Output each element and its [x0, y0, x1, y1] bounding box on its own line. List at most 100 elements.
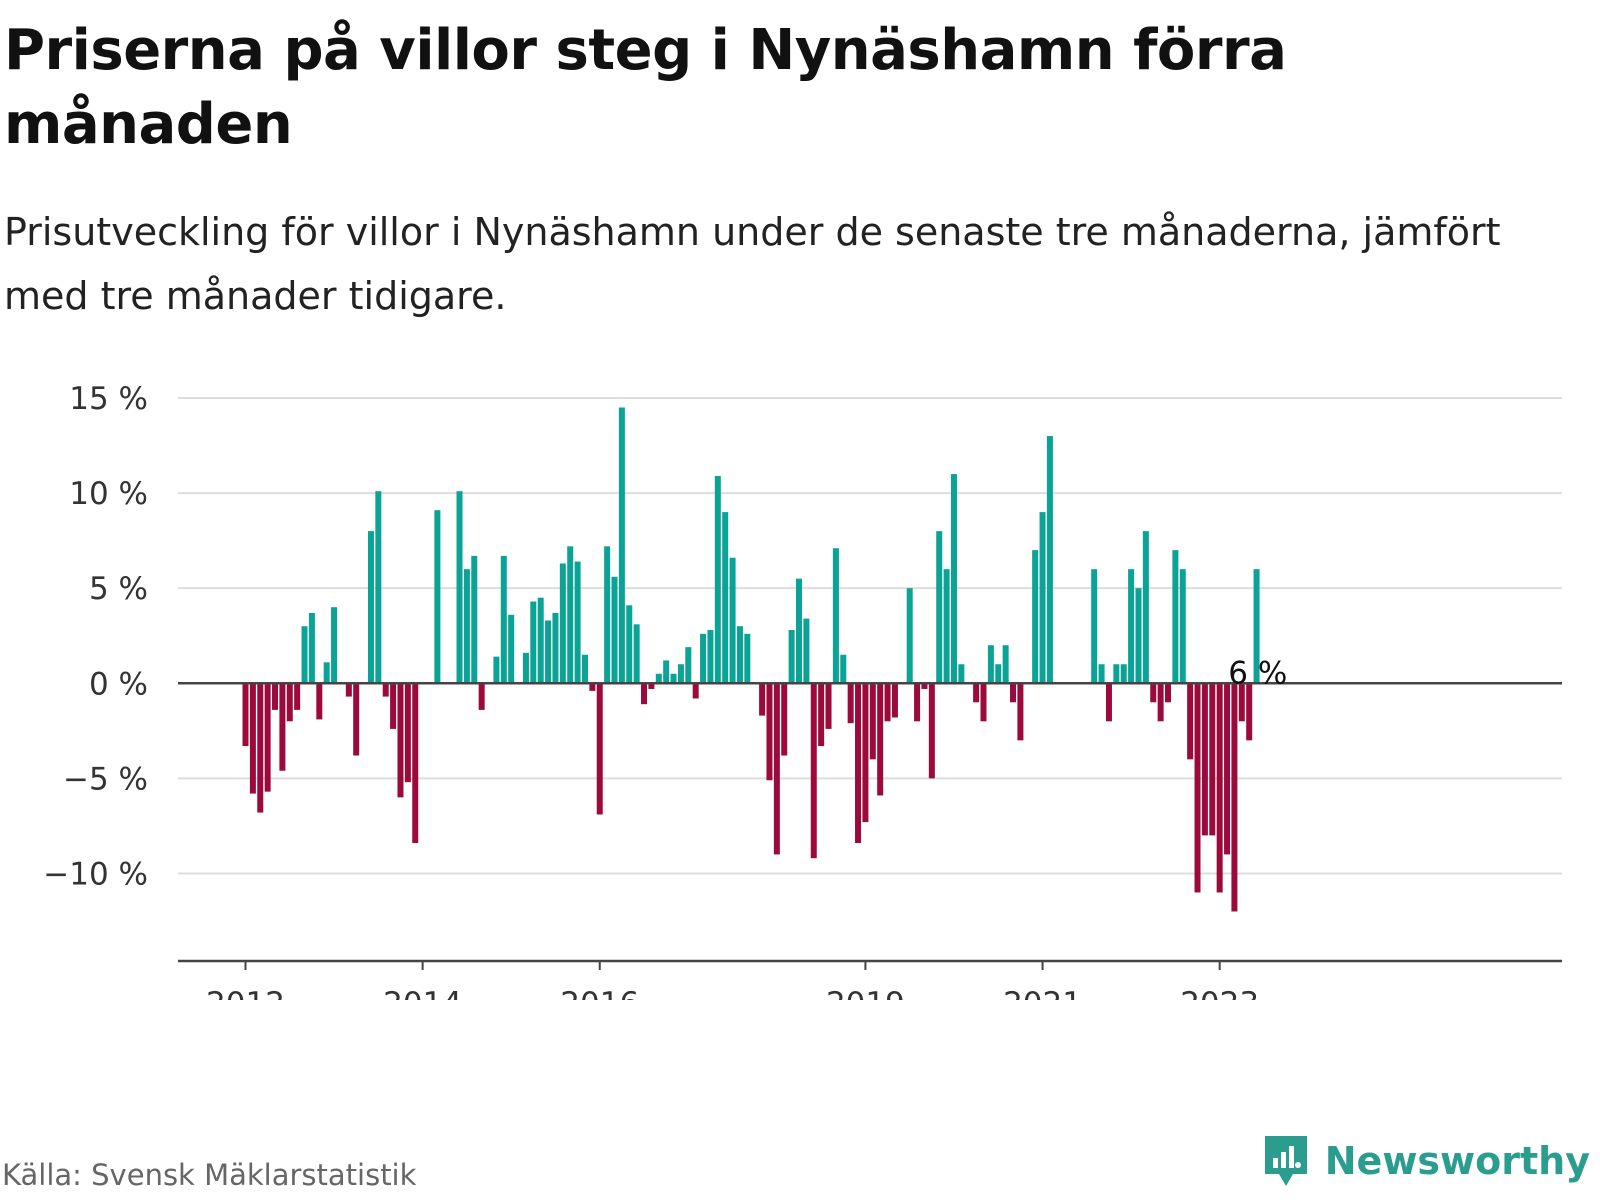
bar	[508, 614, 515, 684]
x-tick-label: 2016	[560, 986, 639, 1000]
bar	[1238, 683, 1245, 722]
bar	[862, 683, 869, 823]
bar	[1150, 683, 1157, 703]
bar	[1165, 683, 1171, 703]
bar	[936, 531, 943, 684]
newsworthy-icon	[1264, 1136, 1307, 1186]
bar	[663, 660, 670, 684]
y-axis-labels: 15 % 10 % 5 % 0 % −5 % −10 %	[43, 381, 148, 892]
bar	[1135, 588, 1142, 684]
bar	[390, 683, 397, 729]
brand-name: Newsworthy	[1324, 1139, 1590, 1183]
bar	[412, 683, 419, 844]
bar	[1216, 683, 1223, 893]
bar	[1091, 569, 1098, 684]
bar	[744, 633, 751, 684]
y-tick-label: −10 %	[43, 856, 148, 892]
bar	[242, 683, 249, 747]
bar	[397, 683, 404, 798]
bar	[1128, 569, 1135, 684]
bar	[1172, 550, 1179, 684]
chart-subtitle: Prisutveckling för villor i Nynäshamn un…	[4, 210, 1501, 318]
bar	[604, 546, 611, 684]
bar	[973, 683, 980, 703]
bar	[736, 626, 743, 684]
bar	[1209, 683, 1216, 836]
bar	[906, 588, 913, 684]
y-tick-label: 0 %	[89, 666, 148, 702]
bar	[353, 683, 360, 756]
bar	[855, 683, 862, 844]
brand-logo[interactable]: Newsworthy	[1261, 1132, 1590, 1190]
bar	[1120, 664, 1127, 684]
bar	[700, 633, 707, 684]
bar	[928, 683, 935, 779]
bar	[1098, 664, 1105, 684]
bar	[308, 612, 315, 684]
bar	[788, 630, 795, 684]
bar	[847, 683, 854, 724]
bar	[648, 683, 655, 689]
bar	[958, 664, 965, 684]
bar	[456, 491, 463, 684]
bar	[493, 656, 500, 684]
annotations: 6 %	[1228, 655, 1287, 691]
x-tick-label: 2021	[1003, 986, 1082, 1000]
bar	[500, 555, 507, 684]
y-tick-label: 10 %	[69, 476, 148, 512]
bar	[530, 601, 537, 684]
bar	[1142, 531, 1149, 684]
bar	[1231, 683, 1238, 912]
bar	[382, 683, 389, 697]
bar	[1113, 664, 1120, 684]
bar	[301, 626, 308, 684]
bar	[1046, 436, 1053, 684]
bar	[877, 683, 884, 796]
bar	[943, 569, 950, 684]
bar	[1010, 683, 1017, 703]
bar	[1253, 569, 1260, 684]
bar	[589, 683, 596, 691]
bar	[722, 512, 729, 684]
bar	[559, 563, 566, 684]
bar	[1194, 683, 1201, 893]
bar	[655, 673, 662, 684]
x-tick-label: 2012	[206, 986, 285, 1000]
bar	[249, 683, 256, 794]
bar	[796, 578, 802, 684]
bar	[884, 683, 891, 722]
bar	[685, 647, 692, 684]
bar	[818, 683, 825, 747]
y-tick-label: 15 %	[69, 381, 148, 417]
bar	[1002, 645, 1009, 684]
bar	[781, 683, 788, 756]
x-tick-label: 2014	[383, 986, 462, 1000]
bar	[316, 683, 323, 720]
bar	[869, 683, 876, 760]
bar	[471, 555, 478, 684]
bar	[345, 683, 352, 697]
bar-chart: 15 % 10 % 5 % 0 % −5 % −10 % 2012 2014 2016 2019…	[43, 381, 1562, 1000]
bar	[766, 683, 773, 781]
bar	[1157, 683, 1164, 722]
y-tick-label: 5 %	[89, 571, 148, 607]
x-tick-label: 2019	[826, 986, 905, 1000]
bar	[1187, 683, 1194, 760]
bar	[545, 620, 552, 684]
bars	[242, 407, 1260, 912]
bar	[552, 612, 559, 684]
bar	[618, 407, 625, 684]
bar	[279, 683, 286, 771]
bar	[626, 605, 633, 684]
bar	[367, 531, 374, 684]
bar	[995, 664, 1002, 684]
bar	[286, 683, 293, 722]
bar	[567, 546, 574, 684]
bar	[1201, 683, 1208, 836]
bar	[581, 654, 588, 684]
x-axis: 2012 2014 2016 2019 2021 2023	[178, 959, 1562, 1000]
bar	[825, 683, 832, 729]
bar	[987, 645, 994, 684]
y-tick-label: −5 %	[63, 761, 148, 797]
bar	[1032, 550, 1039, 684]
